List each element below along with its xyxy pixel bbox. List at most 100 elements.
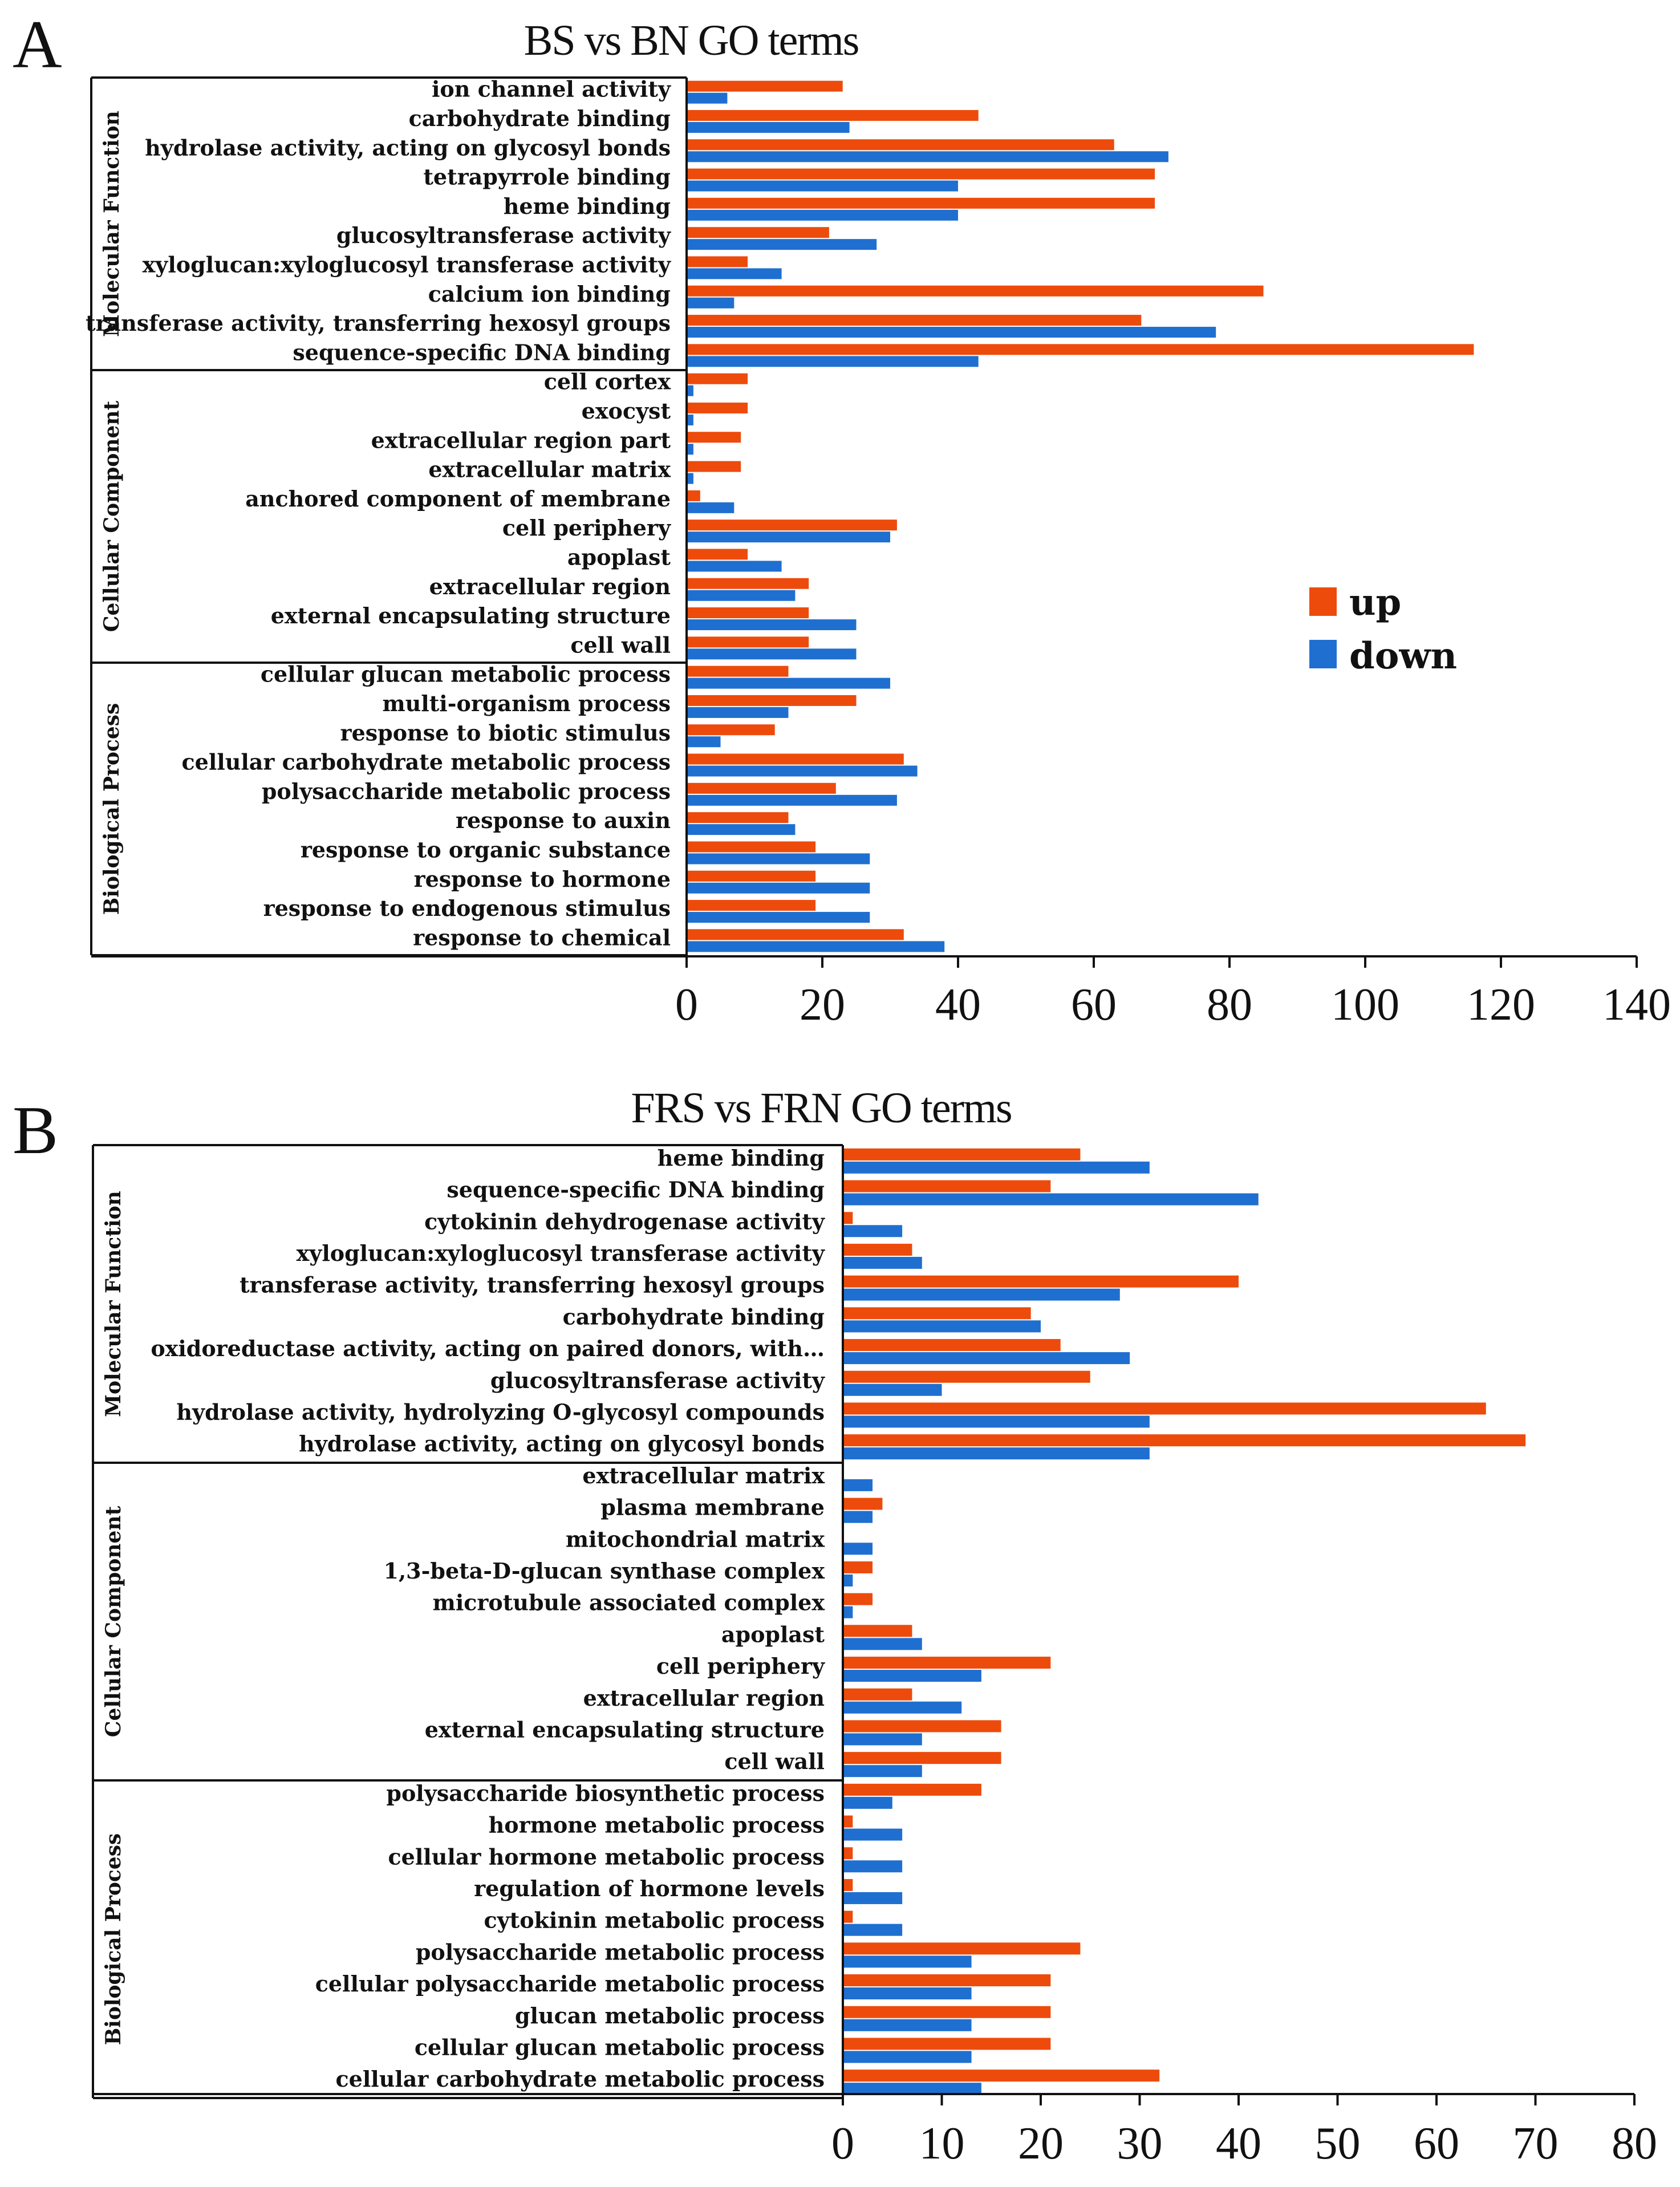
bar-up — [687, 139, 1114, 151]
term-label: 1,3-beta-D-glucan synthase complex — [384, 1558, 825, 1584]
bar-down — [843, 1606, 853, 1618]
bar-up — [843, 1434, 1526, 1447]
x-tick-label: 140 — [1602, 980, 1671, 1030]
legend: up down — [1309, 581, 1457, 677]
term-label: polysaccharide biosynthetic process — [386, 1780, 825, 1806]
x-tick-label: 20 — [800, 980, 845, 1030]
bar-down — [843, 1987, 972, 2000]
term-label: cellular carbohydrate metabolic process — [182, 749, 671, 775]
term-label: anchored component of membrane — [245, 486, 671, 512]
bar-down — [687, 151, 1168, 163]
x-tick-label: 0 — [675, 980, 698, 1030]
term-label: apoplast — [721, 1621, 825, 1647]
bar-up — [843, 1307, 1031, 1320]
term-label: ion channel activity — [432, 76, 671, 102]
bar-down — [687, 385, 693, 396]
x-tick-label: 80 — [1612, 2119, 1657, 2169]
bar-up — [843, 1498, 883, 1510]
term-label: cellular polysaccharide metabolic proces… — [315, 1971, 825, 1997]
bar-up — [843, 1720, 1001, 1732]
bar-up — [843, 1878, 853, 1891]
bar-down — [687, 268, 782, 279]
term-label: response to organic substance — [301, 837, 671, 862]
term-label: mitochondrial matrix — [566, 1526, 825, 1552]
bar-down — [843, 1574, 853, 1587]
term-label: exocyst — [582, 398, 671, 424]
bar-down — [843, 2083, 981, 2095]
chart-panel-a: Molecular Function ion channel activity ca… — [86, 76, 1671, 1030]
bar-up — [843, 1402, 1486, 1415]
bar-up — [843, 1212, 853, 1224]
x-tick-label: 120 — [1467, 980, 1535, 1030]
bar-down — [843, 1924, 903, 1936]
term-label: sequence-specific DNA binding — [293, 339, 671, 365]
bar-down — [843, 1161, 1150, 1174]
bar-down — [687, 473, 693, 484]
term-label: glucan metabolic process — [515, 2003, 825, 2028]
bar-up — [687, 285, 1264, 297]
x-tick-label: 60 — [1071, 980, 1117, 1030]
x-tick-label: 50 — [1315, 2119, 1361, 2169]
bar-down — [843, 1892, 903, 1904]
bar-up — [843, 1752, 1001, 1764]
bar-down — [687, 92, 728, 104]
bar-up — [687, 929, 904, 940]
group-label-biological-process: Biological Process — [100, 703, 124, 915]
bar-down — [843, 1415, 1150, 1428]
bar-down — [687, 765, 918, 777]
term-label: tetrapyrrole binding — [423, 164, 671, 190]
term-label: cytokinin metabolic process — [484, 1908, 825, 1933]
term-label: glucosyltransferase activity — [490, 1368, 825, 1393]
bar-up — [843, 1561, 873, 1573]
bar-up — [843, 1815, 853, 1828]
bar-down — [843, 1288, 1120, 1301]
bar-down — [843, 1733, 922, 1746]
term-label: carbohydrate binding — [563, 1304, 825, 1329]
bar-down — [843, 1193, 1259, 1206]
term-label: apoplast — [567, 544, 671, 570]
bar-up — [843, 1625, 912, 1637]
bar-down — [687, 912, 870, 923]
term-label: cell wall — [570, 632, 671, 658]
bar-down — [687, 794, 897, 806]
bar-up — [687, 80, 843, 92]
bar-down — [687, 180, 958, 192]
panel-a-title: BS vs BN GO terms — [524, 17, 859, 64]
bar-down — [687, 327, 1216, 338]
bar-up — [687, 782, 836, 794]
term-label: carbohydrate binding — [409, 106, 671, 131]
term-label: response to endogenous stimulus — [263, 895, 671, 921]
bar-down — [687, 736, 721, 748]
term-label: cellular glucan metabolic process — [261, 662, 671, 687]
term-label: cellular carbohydrate metabolic process — [336, 2066, 825, 2092]
bar-up — [687, 900, 816, 911]
term-label: extracellular region part — [371, 427, 671, 453]
bar-down — [687, 707, 789, 718]
group-label-cellular-component: Cellular Component — [100, 400, 124, 632]
bar-down — [687, 941, 945, 952]
bar-down — [687, 444, 693, 455]
bar-down — [687, 209, 958, 221]
group-label-biological-process: Biological Process — [102, 1833, 125, 2046]
bar-down — [843, 1447, 1150, 1460]
term-label: response to hormone — [414, 866, 671, 892]
bar-down — [687, 121, 850, 133]
bar-down — [843, 1955, 972, 1968]
bar-up — [687, 109, 979, 121]
bar-up — [843, 1942, 1081, 1955]
term-label: cellular hormone metabolic process — [388, 1844, 825, 1869]
x-tick-label: 60 — [1414, 2119, 1459, 2169]
term-label: hydrolase activity, acting on glycosyl b… — [145, 135, 671, 160]
term-label: microtubule associated complex — [433, 1590, 825, 1616]
bar-up — [687, 227, 829, 238]
term-label: multi-organism process — [382, 691, 671, 716]
term-label: cell wall — [724, 1748, 825, 1774]
bar-up — [687, 695, 857, 706]
bar-up — [687, 753, 904, 765]
bar-up — [687, 549, 748, 560]
bar-down — [843, 1765, 922, 1778]
bar-up — [687, 841, 816, 853]
bar-down — [687, 590, 796, 601]
term-label: heme binding — [658, 1145, 825, 1171]
bar-up — [843, 1148, 1081, 1161]
